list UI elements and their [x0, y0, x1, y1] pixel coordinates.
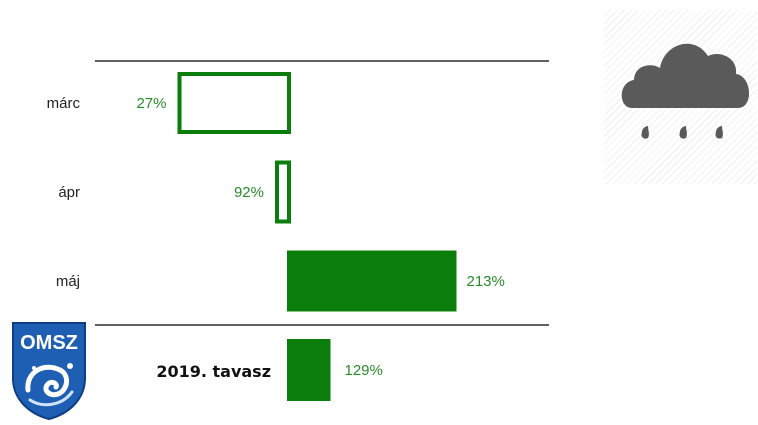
bar-2: [275, 160, 291, 224]
total-label: 2019. tavasz: [156, 362, 271, 381]
logo-text: OMSZ: [20, 332, 78, 354]
value-label: 92%: [234, 184, 264, 201]
value-label: 213%: [467, 273, 505, 290]
rain-cloud-icon: [621, 43, 750, 139]
total-value-label: 129%: [345, 362, 383, 379]
category-label: márc: [47, 95, 81, 112]
bars-group: [177, 72, 457, 401]
weather-panel: [604, 10, 757, 184]
omsz-logo-icon: OMSZ: [12, 322, 86, 421]
value-label: 27%: [136, 95, 166, 112]
bar-3: [287, 250, 457, 312]
omsz-logo: OMSZ: [10, 320, 88, 421]
category-label: máj: [56, 273, 80, 290]
total-bar: [287, 339, 331, 401]
category-label: ápr: [58, 184, 80, 201]
labels-group: márc 27% ápr 92% máj 213% 2019. tavasz 129%: [47, 95, 505, 381]
bar-1: [177, 72, 291, 134]
